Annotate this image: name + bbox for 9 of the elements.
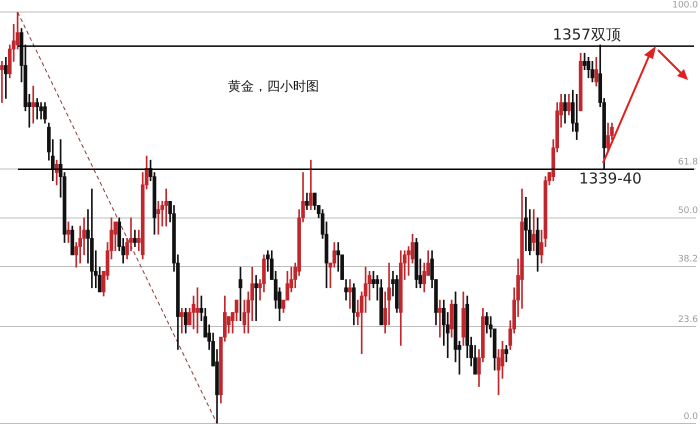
annotation: 1339-40: [579, 170, 642, 188]
y-tick-label: 38.2: [678, 254, 698, 265]
y-tick-label: 23.6: [678, 314, 698, 325]
y-tick-label: 50.0: [678, 206, 698, 216]
y-tick-label: 100.0: [672, 0, 698, 10]
annotation: 1357双顶: [552, 26, 621, 44]
text: 黄金，四小时图: [228, 79, 319, 94]
y-tick-label: 61.8: [678, 158, 698, 168]
y-tick-label: 0.0: [684, 412, 698, 422]
